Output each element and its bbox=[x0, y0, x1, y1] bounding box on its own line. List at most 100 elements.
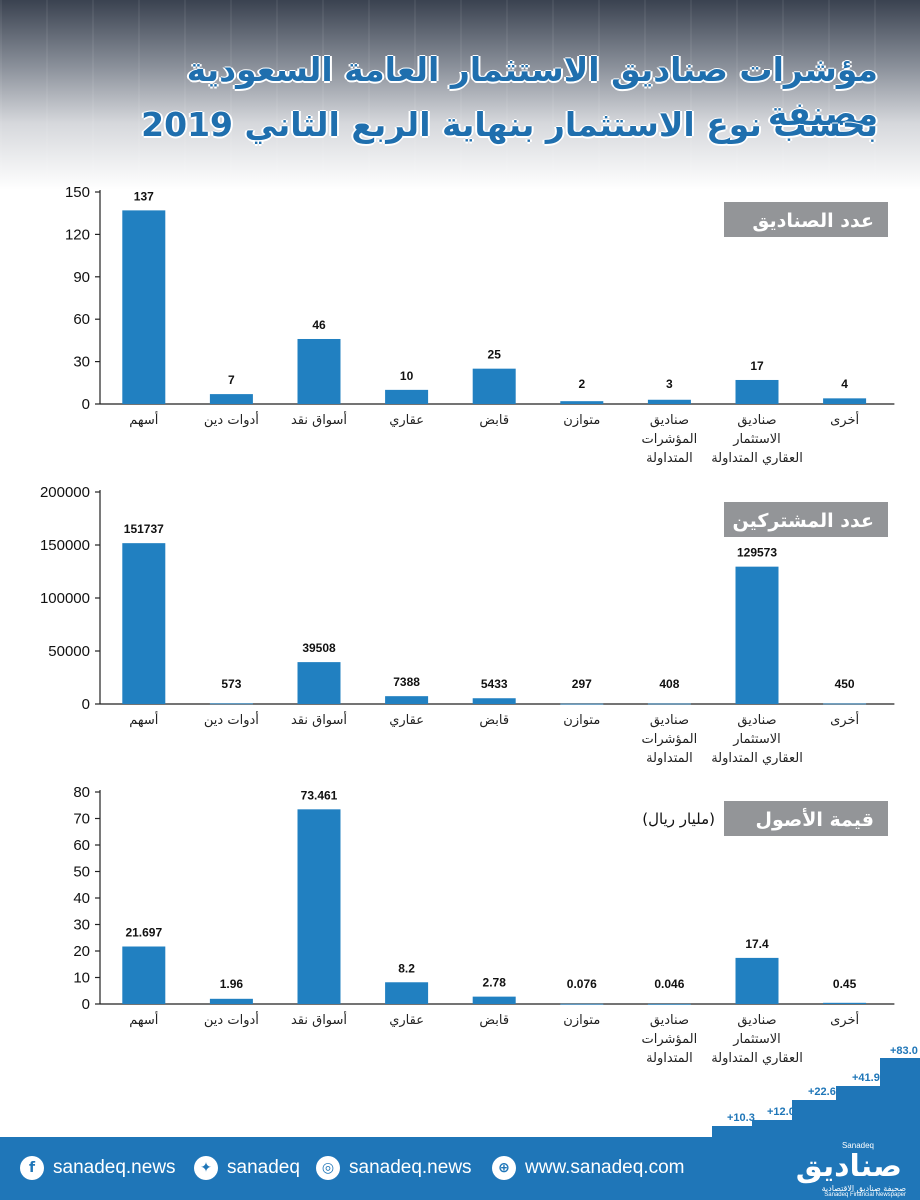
logo-subtitle-ar: صحيفة صناديق الاقتصادية bbox=[821, 1184, 906, 1193]
x-tick-label: أسواق نقد bbox=[291, 411, 347, 428]
stair-step-1 bbox=[712, 1126, 752, 1137]
data-label: 73.461 bbox=[301, 788, 338, 802]
x-tick-label: أدوات دين bbox=[204, 411, 259, 428]
twitter-icon: ✦ bbox=[194, 1156, 218, 1180]
data-label: 573 bbox=[221, 677, 241, 691]
y-tick-label: 120 bbox=[65, 226, 90, 243]
y-tick-label: 60 bbox=[73, 311, 90, 328]
x-tick-label: أسهم bbox=[129, 411, 158, 428]
facebook-icon: f bbox=[20, 1156, 44, 1180]
data-label: 1.96 bbox=[220, 977, 244, 991]
bar bbox=[472, 996, 516, 1004]
bar bbox=[560, 401, 604, 404]
x-tick-label: عقاري bbox=[389, 413, 424, 428]
x-tick-label: المتداولة bbox=[646, 751, 693, 766]
x-tick-label: المؤشرات bbox=[642, 432, 698, 447]
x-tick-label: أدوات دين bbox=[204, 711, 259, 728]
footer-bar bbox=[0, 1137, 920, 1200]
funds-count-chart: 0 30 60 90 120 150 137 أسهم 7 أدوات دين 46 أسواق نق… bbox=[65, 184, 895, 466]
data-label: 151737 bbox=[124, 522, 164, 536]
y-tick-label: 100000 bbox=[40, 590, 90, 607]
stair-step-5 bbox=[880, 1058, 920, 1137]
data-label: 297 bbox=[572, 677, 592, 691]
x-tick-label: أسهم bbox=[129, 711, 158, 728]
page-title-line1: مؤشرات صناديق الاستثمار العامة السعودية … bbox=[186, 50, 878, 133]
x-tick-label: صناديق bbox=[650, 413, 689, 428]
x-tick-label: قابض bbox=[479, 413, 509, 428]
stair-label-2: +12.0 bbox=[767, 1106, 795, 1118]
bar bbox=[647, 399, 691, 404]
website-link[interactable]: ⊕ www.sanadeq.com bbox=[492, 1150, 684, 1186]
x-tick-label: أخرى bbox=[830, 711, 859, 728]
logo-subtitle-en: Sanadeq Financial Newspaper bbox=[824, 1192, 906, 1198]
bar bbox=[472, 698, 516, 704]
chart-title-box bbox=[724, 801, 888, 836]
chart-title: عدد الصناديق bbox=[752, 210, 874, 232]
stair-label-1: +10.3 bbox=[727, 1112, 755, 1124]
data-label: 0.076 bbox=[567, 977, 597, 991]
bar bbox=[122, 210, 166, 404]
x-tick-label: الاستثمار bbox=[732, 732, 781, 747]
x-tick-label: أخرى bbox=[830, 1011, 859, 1028]
x-tick-label: المؤشرات bbox=[642, 732, 698, 747]
chart-title-box bbox=[724, 202, 888, 237]
chart-title: عدد المشتركين bbox=[732, 510, 874, 532]
bar bbox=[735, 957, 779, 1004]
x-tick-label: متوازن bbox=[563, 413, 600, 428]
bar bbox=[297, 662, 341, 704]
y-tick-label: 50 bbox=[73, 864, 90, 881]
bar bbox=[209, 703, 253, 705]
instagram-link[interactable]: ◎ sanadeq.news bbox=[316, 1150, 472, 1186]
bar bbox=[209, 998, 253, 1004]
x-tick-label: عقاري bbox=[389, 1013, 424, 1028]
bar bbox=[472, 368, 516, 404]
x-tick-label: أدوات دين bbox=[204, 1011, 259, 1028]
website-url: www.sanadeq.com bbox=[525, 1157, 685, 1178]
bar bbox=[823, 703, 867, 705]
y-tick-label: 0 bbox=[82, 696, 90, 713]
stair-label-5: +83.0 bbox=[890, 1045, 918, 1057]
data-label: 2.78 bbox=[483, 976, 507, 990]
instagram-handle: sanadeq.news bbox=[349, 1157, 472, 1178]
stair-step-3 bbox=[792, 1100, 836, 1137]
bar bbox=[122, 946, 166, 1004]
y-tick-label: 200000 bbox=[40, 484, 90, 501]
y-tick-label: 90 bbox=[73, 269, 90, 286]
bar bbox=[560, 703, 604, 705]
x-tick-label: العقاري المتداولة bbox=[711, 751, 803, 766]
y-tick-label: 80 bbox=[73, 784, 90, 801]
data-label: 408 bbox=[659, 677, 679, 691]
data-label: 129573 bbox=[737, 546, 777, 560]
bar bbox=[385, 389, 429, 404]
data-label: 21.697 bbox=[125, 926, 162, 940]
chart-title: قيمة الأصول bbox=[756, 808, 875, 831]
y-tick-label: 50000 bbox=[48, 643, 90, 660]
facebook-handle: sanadeq.news bbox=[53, 1157, 176, 1178]
twitter-link[interactable]: ✦ sanadeq bbox=[194, 1150, 300, 1186]
sanadeq-logo: صناديق bbox=[795, 1149, 902, 1184]
stair-step-2 bbox=[752, 1120, 792, 1137]
data-label: 2 bbox=[578, 377, 585, 391]
assets-value-chart: 0 10 20 30 40 50 60 70 80 21.697 أسهم 1.96 أدوات دين… bbox=[73, 784, 895, 1066]
data-label: 5433 bbox=[481, 677, 508, 691]
data-label: 3 bbox=[666, 377, 673, 391]
y-tick-label: 0 bbox=[82, 996, 90, 1013]
data-label: 0.45 bbox=[833, 977, 857, 991]
data-label: 10 bbox=[400, 369, 414, 383]
x-tick-label: المتداولة bbox=[646, 1051, 693, 1066]
facebook-link[interactable]: f sanadeq.news bbox=[20, 1150, 176, 1186]
bar bbox=[297, 809, 341, 1004]
header-background bbox=[0, 0, 920, 190]
data-label: 46 bbox=[312, 318, 326, 332]
data-label: 7 bbox=[228, 373, 235, 387]
bar bbox=[647, 1003, 691, 1005]
y-tick-label: 0 bbox=[82, 396, 90, 413]
y-tick-label: 40 bbox=[73, 890, 90, 907]
bar bbox=[122, 543, 166, 704]
x-tick-label: قابض bbox=[479, 713, 509, 728]
data-label: 4 bbox=[841, 377, 848, 391]
data-label: 7388 bbox=[393, 675, 420, 689]
data-label: 39508 bbox=[302, 641, 336, 655]
stair-step-4 bbox=[836, 1086, 880, 1137]
y-tick-label: 20 bbox=[73, 943, 90, 960]
